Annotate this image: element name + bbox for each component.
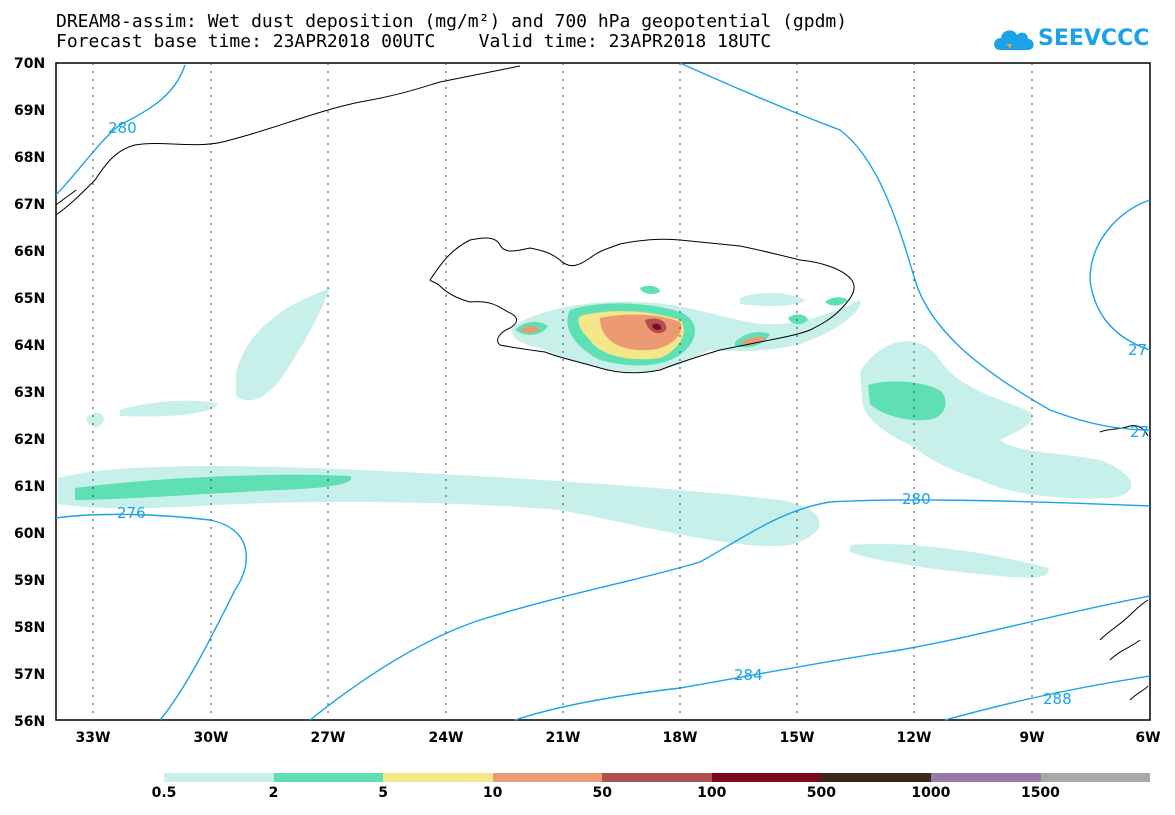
legend-label: 0.5 [151, 785, 177, 801]
lon-label: 30W [194, 730, 229, 746]
legend-label: 50 [592, 785, 612, 801]
legend-label: 1500 [1020, 785, 1060, 801]
coastlines [55, 65, 1149, 701]
contour-label: 27 [1128, 341, 1147, 359]
lat-label: 62N [14, 432, 45, 448]
lat-label: 64N [14, 338, 45, 354]
contour-label: 284 [734, 666, 763, 684]
lat-label: 70N [14, 56, 45, 72]
legend-swatch [930, 773, 1041, 782]
lat-label: 69N [14, 103, 45, 119]
lat-label: 66N [14, 244, 45, 260]
legend-label: 1000 [911, 785, 951, 801]
contour-label: 280 [902, 490, 931, 508]
lat-label: 57N [14, 667, 45, 683]
lon-label: 9W [1019, 730, 1044, 746]
lat-label: 58N [14, 620, 45, 636]
logo-text: SEEVCCC [1038, 26, 1150, 51]
lat-label: 60N [14, 526, 45, 542]
lon-label: 21W [546, 730, 581, 746]
map-subtitle: Forecast base time: 23APR2018 00UTC Vali… [56, 31, 772, 52]
lat-label: 63N [14, 385, 45, 401]
legend-label: 2 [268, 785, 279, 801]
legend-swatch [492, 773, 603, 782]
grid-lines [92, 63, 1033, 720]
latitude-labels: 70N 69N 68N 67N 66N 65N 64N 63N 62N 61N … [14, 56, 45, 730]
contour-label: 280 [108, 119, 137, 137]
legend-label: 10 [482, 785, 503, 801]
lat-label: 68N [14, 150, 45, 166]
legend-swatch [1040, 773, 1151, 782]
lon-label: 12W [897, 730, 932, 746]
legend-label: 5 [378, 785, 388, 801]
dust-deposition-shading [58, 285, 1132, 578]
legend-swatch [383, 773, 493, 782]
legend-label: 500 [806, 785, 836, 801]
lat-label: 61N [14, 479, 45, 495]
legend-swatch [164, 773, 274, 782]
contour-label: 288 [1043, 690, 1072, 708]
lon-label: 33W [76, 730, 111, 746]
legend-swatch [602, 773, 712, 782]
lon-label: 24W [429, 730, 464, 746]
legend-swatch [821, 773, 931, 782]
color-legend-bar [164, 773, 1151, 782]
lon-label: 15W [780, 730, 815, 746]
contour-labels: 280 276 280 284 288 27 27 [108, 119, 1149, 708]
seevccc-logo: SEEVCCC [990, 22, 1150, 58]
map-frame [55, 62, 1151, 721]
contour-label: 27 [1130, 423, 1149, 441]
legend-label: 100 [697, 785, 727, 801]
lat-label: 65N [14, 291, 45, 307]
geopotential-contours [55, 62, 1151, 721]
map-title: DREAM8-assim: Wet dust deposition (mg/m²… [56, 11, 848, 32]
legend-swatch [273, 773, 384, 782]
lon-label: 27W [311, 730, 346, 746]
longitude-labels: 33W 30W 27W 24W 21W 18W 15W 12W 9W 6W [76, 730, 1161, 746]
cloud-icon [994, 30, 1034, 50]
contour-label: 276 [117, 504, 146, 522]
legend-swatch [711, 773, 822, 782]
lat-label: 67N [14, 197, 45, 213]
lat-label: 59N [14, 573, 45, 589]
lat-label: 56N [14, 714, 45, 730]
lon-label: 6W [1135, 730, 1160, 746]
lon-label: 18W [663, 730, 698, 746]
